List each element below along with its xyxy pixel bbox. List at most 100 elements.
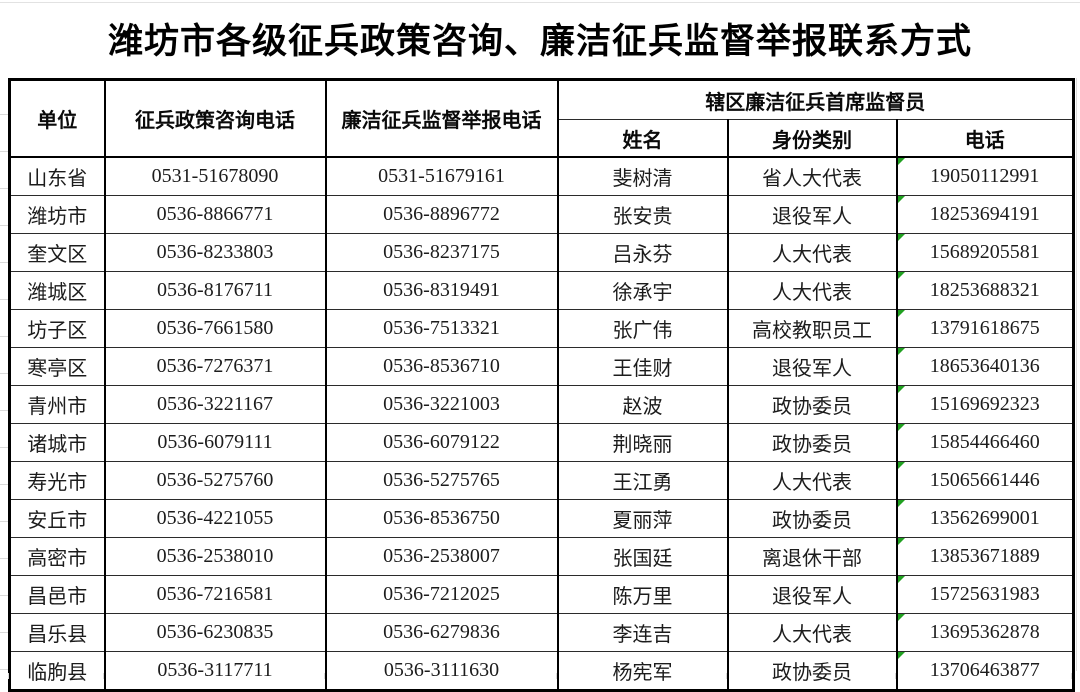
cell-phone[interactable]: 13791618675 bbox=[895, 309, 1075, 348]
cell-identity[interactable]: 政协委员 bbox=[726, 385, 897, 424]
cell-text: 荆晓丽 bbox=[612, 434, 673, 456]
cell-policy_phone[interactable]: 0536-3221167 bbox=[103, 385, 326, 424]
cell-report_phone[interactable]: 0536-6079122 bbox=[324, 423, 558, 462]
col-header-report-phone[interactable]: 廉洁征兵监督举报电话 bbox=[324, 79, 558, 158]
cell-name[interactable]: 杨宪军 bbox=[556, 651, 728, 691]
cell-policy_phone[interactable]: 0536-4221055 bbox=[103, 499, 326, 538]
cell-unit[interactable]: 潍坊市 bbox=[9, 195, 105, 234]
col-header-unit[interactable]: 单位 bbox=[9, 79, 105, 158]
cell-report_phone[interactable]: 0536-8896772 bbox=[324, 195, 558, 234]
cell-report_phone[interactable]: 0536-7513321 bbox=[324, 309, 558, 348]
cell-name[interactable]: 张国廷 bbox=[556, 537, 728, 576]
cell-phone[interactable]: 18653640136 bbox=[895, 347, 1075, 386]
cell-unit[interactable]: 高密市 bbox=[9, 537, 105, 576]
cell-unit[interactable]: 安丘市 bbox=[9, 499, 105, 538]
cell-text: 人大代表 bbox=[772, 624, 852, 646]
col-header-identity[interactable]: 身份类别 bbox=[726, 119, 897, 158]
cell-name[interactable]: 斐树清 bbox=[556, 156, 728, 196]
cell-text: 0536-5275760 bbox=[156, 469, 274, 491]
cell-identity[interactable]: 人大代表 bbox=[726, 233, 897, 272]
cell-policy_phone[interactable]: 0536-7216581 bbox=[103, 575, 326, 614]
cell-policy_phone[interactable]: 0536-8176711 bbox=[103, 271, 326, 310]
cell-name[interactable]: 夏丽萍 bbox=[556, 499, 728, 538]
cell-policy_phone[interactable]: 0536-6230835 bbox=[103, 613, 326, 652]
cell-unit[interactable]: 青州市 bbox=[9, 385, 105, 424]
cell-name[interactable]: 张安贵 bbox=[556, 195, 728, 234]
cell-report_phone[interactable]: 0536-8536750 bbox=[324, 499, 558, 538]
col-header-name[interactable]: 姓名 bbox=[556, 119, 728, 158]
cell-identity[interactable]: 政协委员 bbox=[726, 651, 897, 691]
cell-report_phone[interactable]: 0536-3111630 bbox=[324, 651, 558, 691]
cell-identity[interactable]: 退役军人 bbox=[726, 575, 897, 614]
cell-policy_phone[interactable]: 0536-5275760 bbox=[103, 461, 326, 500]
cell-unit[interactable]: 诸城市 bbox=[9, 423, 105, 462]
cell-report_phone[interactable]: 0536-8319491 bbox=[324, 271, 558, 310]
cell-policy_phone[interactable]: 0536-8866771 bbox=[103, 195, 326, 234]
cell-policy_phone[interactable]: 0536-2538010 bbox=[103, 537, 326, 576]
cell-name[interactable]: 荆晓丽 bbox=[556, 423, 728, 462]
cell-policy_phone[interactable]: 0531-51678090 bbox=[103, 156, 326, 196]
col-header-phone[interactable]: 电话 bbox=[895, 119, 1075, 158]
cell-phone[interactable]: 15169692323 bbox=[895, 385, 1075, 424]
cell-text: 0536-7513321 bbox=[383, 317, 500, 339]
cell-name[interactable]: 陈万里 bbox=[556, 575, 728, 614]
cell-identity[interactable]: 人大代表 bbox=[726, 461, 897, 500]
cell-phone[interactable]: 15689205581 bbox=[895, 233, 1075, 272]
cell-identity[interactable]: 退役军人 bbox=[726, 347, 897, 386]
cell-name[interactable]: 吕永芬 bbox=[556, 233, 728, 272]
cell-unit[interactable]: 昌乐县 bbox=[9, 613, 105, 652]
cell-text: 15065661446 bbox=[929, 469, 1040, 491]
cell-name[interactable]: 王佳财 bbox=[556, 347, 728, 386]
cell-text: 0536-6279836 bbox=[383, 621, 500, 643]
cell-policy_phone[interactable]: 0536-3117711 bbox=[103, 651, 326, 691]
cell-report_phone[interactable]: 0536-5275765 bbox=[324, 461, 558, 500]
cell-report_phone[interactable]: 0531-51679161 bbox=[324, 156, 558, 196]
cell-phone[interactable]: 13695362878 bbox=[895, 613, 1075, 652]
cell-text: 人大代表 bbox=[772, 472, 852, 494]
cell-unit[interactable]: 潍城区 bbox=[9, 271, 105, 310]
cell-unit[interactable]: 山东省 bbox=[9, 156, 105, 196]
cell-policy_phone[interactable]: 0536-7276371 bbox=[103, 347, 326, 386]
cell-identity[interactable]: 高校教职员工 bbox=[726, 309, 897, 348]
cell-policy_phone[interactable]: 0536-8233803 bbox=[103, 233, 326, 272]
cell-phone[interactable]: 13706463877 bbox=[895, 651, 1075, 691]
cell-phone[interactable]: 15065661446 bbox=[895, 461, 1075, 500]
cell-phone[interactable]: 19050112991 bbox=[895, 156, 1075, 196]
cell-unit[interactable]: 奎文区 bbox=[9, 233, 105, 272]
cell-report_phone[interactable]: 0536-6279836 bbox=[324, 613, 558, 652]
cell-phone[interactable]: 15725631983 bbox=[895, 575, 1075, 614]
cell-identity[interactable]: 省人大代表 bbox=[726, 156, 897, 196]
cell-unit[interactable]: 昌邑市 bbox=[9, 575, 105, 614]
col-header-supervisor-group[interactable]: 辖区廉洁征兵首席监督员 bbox=[556, 79, 1075, 120]
cell-name[interactable]: 王江勇 bbox=[556, 461, 728, 500]
cell-unit[interactable]: 寿光市 bbox=[9, 461, 105, 500]
cell-identity[interactable]: 人大代表 bbox=[726, 271, 897, 310]
cell-name[interactable]: 赵波 bbox=[556, 385, 728, 424]
cell-unit[interactable]: 坊子区 bbox=[9, 309, 105, 348]
cell-unit[interactable]: 临朐县 bbox=[9, 651, 105, 691]
cell-phone[interactable]: 18253694191 bbox=[895, 195, 1075, 234]
cell-unit[interactable]: 寒亭区 bbox=[9, 347, 105, 386]
cell-text: 15689205581 bbox=[929, 241, 1040, 263]
cell-report_phone[interactable]: 0536-7212025 bbox=[324, 575, 558, 614]
cell-report_phone[interactable]: 0536-2538007 bbox=[324, 537, 558, 576]
cell-policy_phone[interactable]: 0536-6079111 bbox=[103, 423, 326, 462]
cell-name[interactable]: 李连吉 bbox=[556, 613, 728, 652]
cell-report_phone[interactable]: 0536-8237175 bbox=[324, 233, 558, 272]
cell-policy_phone[interactable]: 0536-7661580 bbox=[103, 309, 326, 348]
cell-text: 0536-8237175 bbox=[383, 241, 500, 263]
col-header-policy-phone[interactable]: 征兵政策咨询电话 bbox=[103, 79, 326, 158]
cell-name[interactable]: 徐承宇 bbox=[556, 271, 728, 310]
cell-identity[interactable]: 退役军人 bbox=[726, 195, 897, 234]
cell-phone[interactable]: 15854466460 bbox=[895, 423, 1075, 462]
cell-phone[interactable]: 18253688321 bbox=[895, 271, 1075, 310]
cell-identity[interactable]: 政协委员 bbox=[726, 499, 897, 538]
cell-identity[interactable]: 离退休干部 bbox=[726, 537, 897, 576]
cell-phone[interactable]: 13562699001 bbox=[895, 499, 1075, 538]
cell-phone[interactable]: 13853671889 bbox=[895, 537, 1075, 576]
cell-identity[interactable]: 人大代表 bbox=[726, 613, 897, 652]
cell-report_phone[interactable]: 0536-3221003 bbox=[324, 385, 558, 424]
cell-identity[interactable]: 政协委员 bbox=[726, 423, 897, 462]
cell-report_phone[interactable]: 0536-8536710 bbox=[324, 347, 558, 386]
cell-name[interactable]: 张广伟 bbox=[556, 309, 728, 348]
